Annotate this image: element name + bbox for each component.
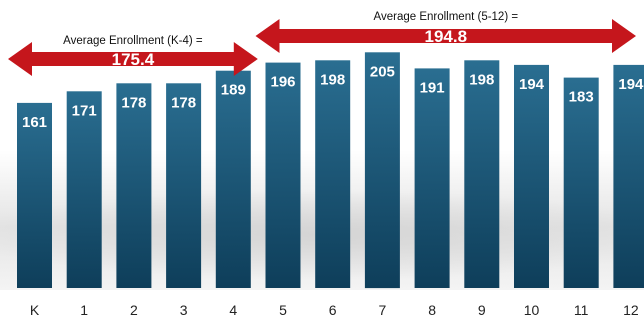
average-arrow-shape (8, 42, 258, 76)
average-arrow-2: Average Enrollment (5-12) = 194.8 (255, 11, 636, 53)
tick-labels-layer: K 1 2 3 4 5 6 7 8 9 10 11 12 (30, 302, 639, 318)
bar-10 (514, 64, 549, 289)
tick-label-4: 4 (229, 302, 237, 318)
tick-label-8: 8 (428, 302, 436, 318)
bar-3 (166, 83, 202, 288)
tick-label-11: 11 (574, 302, 589, 318)
bar-12 (613, 64, 644, 289)
average-arrow-1: Average Enrollment (K-4) = 175.4 (8, 35, 258, 76)
tick-label-1: 1 (80, 302, 88, 318)
bar-4 (215, 70, 251, 288)
average-arrow-value: 194.8 (425, 27, 468, 46)
tick-label-7: 7 (379, 302, 387, 318)
tick-label-10: 10 (524, 302, 540, 318)
value-label-4: 189 (221, 82, 246, 99)
bar-2 (116, 83, 152, 288)
tick-label-3: 3 (180, 302, 188, 318)
value-label-8: 191 (420, 79, 445, 96)
value-label-5: 196 (270, 74, 295, 91)
average-arrow-shape (255, 19, 636, 53)
tick-label-9: 9 (478, 302, 486, 318)
value-label-12: 194 (618, 76, 644, 93)
value-label-10: 194 (519, 76, 545, 93)
tick-label-K: K (30, 302, 40, 318)
value-label-3: 178 (171, 94, 196, 111)
value-label-2: 178 (121, 94, 146, 111)
value-label-K: 161 (22, 114, 47, 131)
value-label-6: 198 (320, 71, 345, 88)
tick-label-2: 2 (130, 302, 138, 318)
bar-8 (414, 68, 450, 289)
bar-9 (464, 60, 500, 288)
average-arrow-title: Average Enrollment (K-4) = (63, 35, 203, 47)
average-arrow-value: 175.4 (112, 50, 155, 69)
value-label-9: 198 (469, 71, 494, 88)
value-label-11: 183 (569, 89, 594, 106)
value-label-7: 205 (370, 63, 395, 80)
tick-label-5: 5 (279, 302, 287, 318)
bar-6 (315, 60, 351, 288)
value-labels-layer: 161 171 178 178 189 196 198 205 191 198 194 183 194 (22, 63, 644, 131)
tick-label-12: 12 (623, 302, 639, 318)
bar-11 (563, 77, 599, 288)
bar-5 (265, 62, 301, 288)
bar-7 (364, 52, 400, 289)
tick-label-6: 6 (329, 302, 337, 318)
bars-layer (17, 52, 644, 289)
bar-K (17, 102, 52, 289)
value-label-1: 171 (72, 102, 97, 119)
bar-1 (66, 91, 102, 288)
average-arrow-title: Average Enrollment (5-12) = (374, 11, 519, 23)
